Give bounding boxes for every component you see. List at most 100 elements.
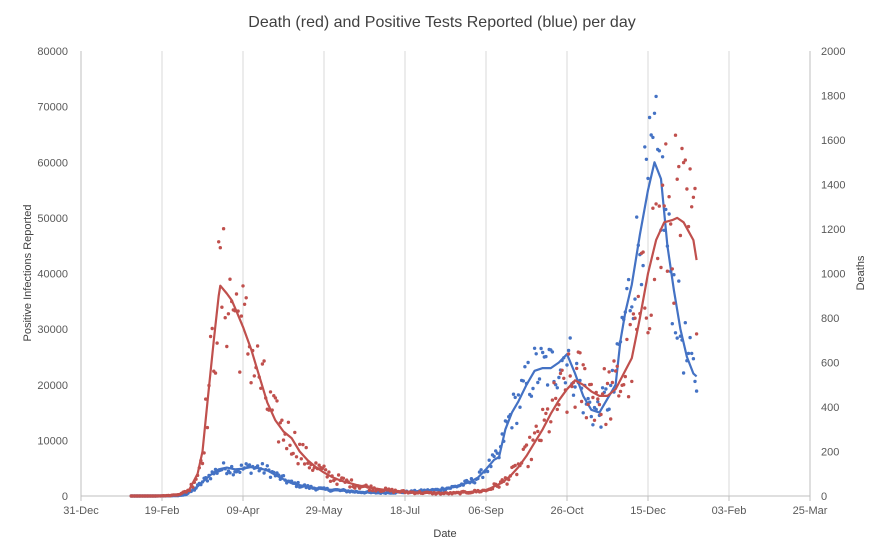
data-point <box>545 407 550 411</box>
data-point <box>213 371 218 375</box>
data-point <box>341 476 346 480</box>
data-point <box>296 462 300 466</box>
data-point <box>654 94 658 99</box>
data-point <box>673 331 678 335</box>
data-point <box>241 284 245 288</box>
data-point <box>651 206 655 210</box>
data-point <box>298 442 302 446</box>
data-point <box>633 297 637 301</box>
data-point <box>307 466 312 470</box>
data-point <box>681 160 686 165</box>
data-point <box>600 386 605 390</box>
data-point <box>578 378 582 383</box>
data-point <box>260 462 265 466</box>
data-point <box>660 155 665 159</box>
data-point <box>294 455 299 459</box>
data-point <box>252 374 256 378</box>
y-right-tick-label: 200 <box>821 447 839 459</box>
y-left-tick-label: 10000 <box>37 435 68 447</box>
y-right-tick-label: 600 <box>821 358 839 370</box>
data-point <box>610 368 615 373</box>
data-point <box>515 472 519 477</box>
data-point <box>566 352 571 356</box>
data-point <box>557 375 561 380</box>
data-point <box>605 381 610 386</box>
data-point <box>255 344 260 348</box>
data-point <box>693 186 697 191</box>
data-point <box>626 277 631 282</box>
data-point <box>646 331 650 335</box>
data-point <box>681 371 686 375</box>
data-point <box>348 485 352 489</box>
trend-line <box>131 161 698 498</box>
data-point <box>581 363 585 367</box>
data-point <box>554 396 558 401</box>
data-point <box>239 314 244 318</box>
data-point <box>568 336 572 340</box>
x-tick-label: 06-Sep <box>468 505 503 517</box>
data-point <box>273 396 278 400</box>
data-point <box>615 364 619 368</box>
data-point <box>260 362 265 366</box>
data-point <box>276 440 281 444</box>
data-point <box>223 316 227 320</box>
data-point <box>664 142 668 146</box>
data-point <box>618 389 623 394</box>
data-point <box>599 412 603 417</box>
data-point <box>268 475 273 479</box>
data-point <box>228 471 232 475</box>
x-tick-label: 31-Dec <box>63 505 99 517</box>
data-point <box>281 474 286 478</box>
data-point <box>612 359 616 363</box>
x-tick-label: 19-Feb <box>145 505 180 517</box>
data-point <box>565 410 569 414</box>
data-point <box>694 332 699 336</box>
y-left-tick-label: 50000 <box>37 213 68 225</box>
data-point <box>262 471 266 475</box>
data-point <box>607 370 611 374</box>
data-point <box>242 302 247 306</box>
data-point <box>643 145 647 149</box>
data-point <box>667 212 671 216</box>
y-right-tick-label: 800 <box>821 313 839 325</box>
series-deaths <box>129 133 699 498</box>
data-point <box>314 461 318 465</box>
data-point <box>205 479 210 483</box>
data-point <box>217 240 221 244</box>
data-point <box>652 111 657 116</box>
data-point <box>247 463 252 467</box>
data-point <box>633 316 637 320</box>
data-point <box>662 204 666 208</box>
data-point <box>208 334 213 339</box>
data-point <box>691 357 696 361</box>
data-point <box>485 469 490 474</box>
data-point <box>581 411 585 415</box>
y-left-tick-label: 30000 <box>37 324 68 336</box>
data-point <box>673 133 678 137</box>
data-point <box>515 421 519 426</box>
data-point <box>623 374 627 379</box>
data-point <box>244 462 248 466</box>
data-point <box>591 395 595 400</box>
x-tick-label: 09-Apr <box>226 505 259 517</box>
data-point <box>532 431 537 435</box>
data-point <box>541 350 545 355</box>
data-point <box>539 346 543 351</box>
data-point <box>646 176 650 181</box>
data-point <box>675 177 679 181</box>
data-point <box>609 383 613 388</box>
data-point <box>644 316 649 320</box>
data-point <box>604 422 608 427</box>
data-point <box>200 461 205 466</box>
data-point <box>613 369 618 373</box>
data-point <box>226 312 231 316</box>
data-point <box>583 366 587 371</box>
data-point <box>607 407 611 411</box>
y-left-tick-label: 20000 <box>37 380 68 392</box>
data-point <box>367 488 372 492</box>
y-left-tick-label: 80000 <box>37 46 68 58</box>
data-point <box>635 215 639 219</box>
data-point <box>542 418 546 422</box>
data-point <box>578 351 582 355</box>
data-point <box>609 417 613 421</box>
